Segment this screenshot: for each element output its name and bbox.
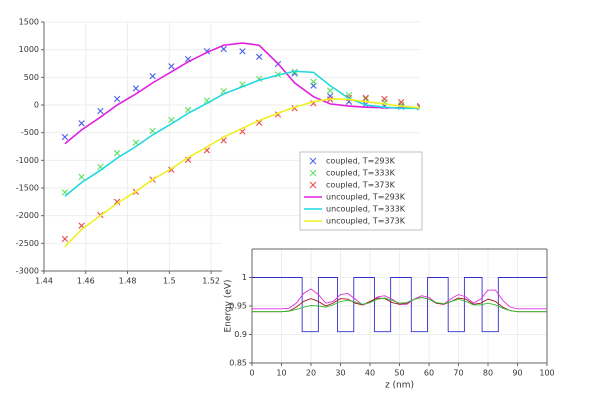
line xyxy=(252,296,547,313)
legend-label: uncoupled, T=293K xyxy=(326,193,406,202)
x-tick-label: 1.52 xyxy=(202,277,220,286)
legend-marker xyxy=(309,181,317,189)
y-tick-label: 1500 xyxy=(19,18,39,27)
y-tick-label: 0.9 xyxy=(234,330,247,339)
x-tick-label: 50 xyxy=(394,369,404,378)
line xyxy=(64,42,420,145)
legend-label: coupled, T=373K xyxy=(326,181,396,190)
marker xyxy=(326,87,334,94)
plot-area xyxy=(252,277,547,333)
marker xyxy=(97,107,104,115)
plot-area xyxy=(61,42,420,248)
legend-label: uncoupled, T=373K xyxy=(326,217,406,226)
y-tick-label: -2000 xyxy=(16,211,39,220)
marker xyxy=(310,78,317,85)
marker xyxy=(113,149,121,157)
legend-box xyxy=(299,151,423,231)
marker xyxy=(132,85,140,92)
line xyxy=(252,296,547,313)
x-tick-label: 1.48 xyxy=(119,277,137,286)
y-axis-label: Energy (eV) xyxy=(224,279,234,332)
legend-marker xyxy=(309,169,317,177)
line xyxy=(64,98,420,248)
marker xyxy=(78,120,85,127)
x-tick-label: 70 xyxy=(453,369,463,378)
marker xyxy=(61,133,69,141)
x-tick-label: 10 xyxy=(276,369,286,378)
x-tick-label: 60 xyxy=(424,369,434,378)
y-tick-label: 1000 xyxy=(19,45,39,54)
y-tick-label: -500 xyxy=(21,128,39,137)
x-tick-label: 0 xyxy=(249,369,254,378)
marker xyxy=(168,63,175,70)
x-tick-label: 1.44 xyxy=(35,277,53,286)
y-tick-label: 1 xyxy=(242,273,247,282)
marker xyxy=(220,45,227,53)
y-tick-label: -1000 xyxy=(16,156,39,165)
marker xyxy=(113,95,121,103)
marker xyxy=(78,173,85,181)
legend-label: coupled, T=293K xyxy=(326,157,396,166)
line xyxy=(252,277,547,333)
y-tick-label: 500 xyxy=(24,73,39,82)
x-axis-label: z (nm) xyxy=(385,381,414,391)
marker xyxy=(398,99,405,106)
legend-label: uncoupled, T=333K xyxy=(326,205,406,214)
legend-label: coupled, T=333K xyxy=(326,169,396,178)
legend-marker xyxy=(309,157,317,165)
x-tick-label: 1.46 xyxy=(77,277,95,286)
y-tick-label: -2500 xyxy=(16,239,39,248)
x-tick-label: 30 xyxy=(335,369,345,378)
marker xyxy=(61,235,69,243)
legend: coupled, T=293K coupled, T=333K coupled, T… xyxy=(299,151,423,231)
x-tick-label: 20 xyxy=(306,369,316,378)
marker xyxy=(149,73,156,80)
marker xyxy=(239,48,246,55)
x-tick-label: 100 xyxy=(539,369,554,378)
x-tick-label: 1.5 xyxy=(163,277,176,286)
marker xyxy=(113,198,121,206)
line xyxy=(64,70,420,197)
y-tick-label: 0.95 xyxy=(229,302,247,311)
y-tick-label: 0 xyxy=(34,101,39,110)
y-tick-label: 0.85 xyxy=(229,359,247,368)
y-tick-label: -3000 xyxy=(16,267,39,276)
x-tick-label: 80 xyxy=(483,369,493,378)
marker xyxy=(381,95,388,103)
y-tick-label: -1500 xyxy=(16,184,39,193)
x-tick-label: 90 xyxy=(512,369,522,378)
marker xyxy=(362,94,369,101)
marker xyxy=(255,53,263,61)
x-tick-label: 40 xyxy=(365,369,375,378)
